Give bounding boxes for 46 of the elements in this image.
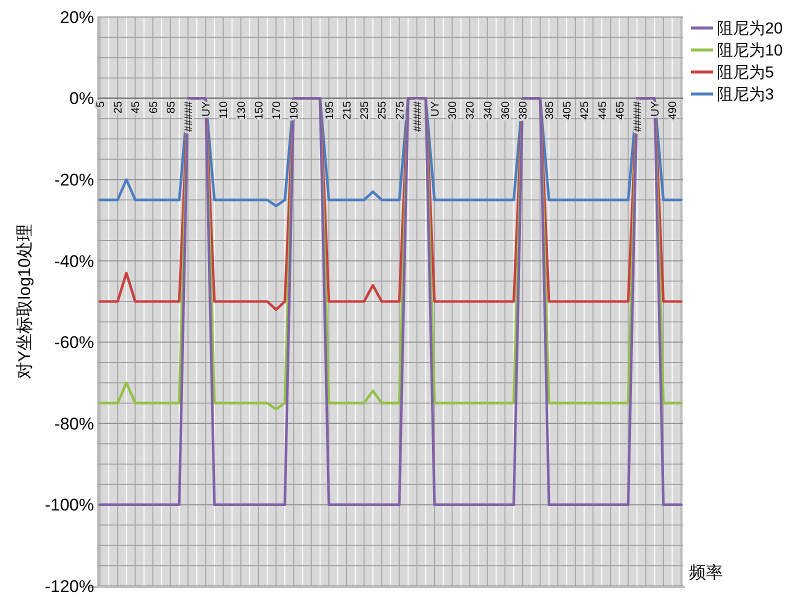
x-tick-label: 25	[112, 101, 125, 114]
y-tick-label: -100%	[44, 496, 94, 515]
x-tick-label: 195	[324, 101, 336, 120]
x-tick-label: 340	[482, 101, 494, 120]
x-tick-label: #####	[632, 100, 644, 132]
y-axis-title: 对Y坐标取log10处理	[15, 224, 34, 379]
legend-label: 阻尼为20	[717, 20, 783, 38]
y-tick-label: 0%	[69, 89, 94, 108]
x-tick-label: UY	[650, 100, 662, 117]
x-tick-label: 490	[667, 101, 680, 120]
y-tick-label: -60%	[54, 333, 94, 352]
x-tick-label: 405	[562, 101, 574, 120]
x-tick-label: 190	[288, 101, 301, 120]
x-tick-label: 85	[165, 101, 178, 114]
x-tick-label: UY	[430, 100, 442, 117]
x-tick-label: 110	[218, 101, 230, 119]
y-tick-label: -40%	[54, 252, 94, 271]
x-tick-label: 65	[148, 101, 160, 114]
x-tick-label: 300	[447, 101, 460, 120]
x-tick-label: 170	[271, 101, 284, 120]
x-tick-label: 360	[500, 101, 512, 120]
legend-label: 阻尼为5	[717, 64, 774, 82]
x-tick-label: 445	[596, 101, 609, 120]
y-tick-label: -20%	[54, 170, 94, 190]
x-tick-label: 275	[394, 101, 406, 120]
x-tick-label: 385	[544, 101, 556, 120]
x-tick-label: 255	[376, 101, 389, 120]
x-tick-label: 215	[341, 101, 354, 120]
x-tick-label: 380	[518, 101, 530, 120]
x-tick-label: 5	[95, 101, 107, 108]
x-tick-label: 150	[253, 101, 266, 120]
x-tick-label: #####	[183, 100, 196, 132]
x-tick-label: 320	[464, 101, 477, 120]
x-tick-label: 235	[359, 101, 372, 120]
y-tick-label: 20%	[60, 8, 94, 27]
x-tick-label: 465	[614, 101, 626, 120]
y-tick-label: -120%	[44, 576, 94, 596]
x-axis-title: 频率	[689, 563, 723, 582]
x-tick-label: 45	[130, 101, 142, 114]
x-tick-label: UY	[200, 100, 213, 117]
x-tick-label: 425	[579, 101, 592, 120]
x-tick-label: #####	[412, 100, 424, 132]
legend-label: 阻尼为10	[717, 42, 783, 60]
legend-label: 阻尼为3	[717, 86, 774, 104]
y-tick-label: -80%	[54, 414, 94, 434]
x-tick-label: 130	[236, 101, 248, 120]
